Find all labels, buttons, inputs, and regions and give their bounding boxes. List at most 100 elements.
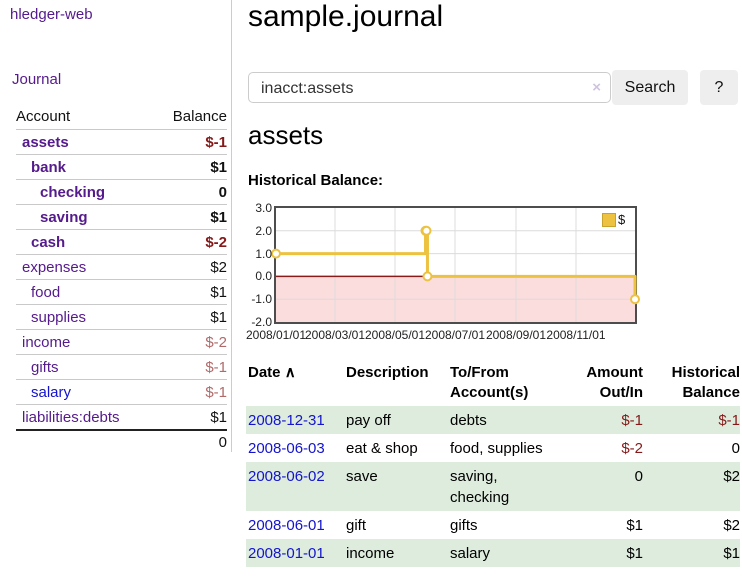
account-link[interactable]: liabilities:debts bbox=[22, 408, 120, 426]
account-row: supplies $1 bbox=[16, 304, 227, 329]
sidebar: hledger-web Journal Account Balance asse… bbox=[0, 0, 232, 452]
account-row: expenses $2 bbox=[16, 254, 227, 279]
cell-amount: 0 bbox=[634, 468, 643, 485]
account-balance: $-2 bbox=[205, 233, 227, 251]
cell-balance: $2 bbox=[723, 517, 740, 534]
account-row: checking 0 bbox=[16, 179, 227, 204]
cell-accounts: food, supplies bbox=[450, 440, 543, 457]
search-box: × bbox=[248, 72, 611, 103]
brand-link[interactable]: hledger-web bbox=[10, 6, 93, 23]
cell-accounts: saving, checking bbox=[450, 468, 510, 506]
register-row: 2008-12-31 pay off debts $-1 $-1 bbox=[246, 406, 740, 434]
account-row: assets $-1 bbox=[16, 129, 227, 154]
account-link[interactable]: expenses bbox=[22, 258, 87, 276]
account-link[interactable]: food bbox=[31, 283, 61, 301]
chart-plot-area bbox=[271, 206, 640, 324]
account-balance: $-2 bbox=[205, 333, 227, 351]
account-column-header: Account bbox=[16, 107, 71, 125]
historical-balance-chart: $ 3.0 2.0 1.0 0.0 -1.0 -2.0 2008/01/01 2008/03/… bbox=[246, 194, 742, 346]
account-row: liabilities:debts $1 bbox=[16, 404, 227, 429]
cell-date: 2008-06-03 bbox=[246, 434, 346, 462]
x-tick-label: 2008/09/01 bbox=[485, 328, 547, 342]
account-row: cash $-2 bbox=[16, 229, 227, 254]
header-description: Description bbox=[346, 364, 429, 381]
cell-description: pay off bbox=[346, 412, 391, 429]
nav-journal-link[interactable]: Journal bbox=[12, 71, 62, 88]
transaction-date-link[interactable]: 2008-06-01 bbox=[248, 517, 325, 534]
account-balance: 0 bbox=[218, 183, 227, 201]
transaction-date-link[interactable]: 2008-06-03 bbox=[248, 440, 325, 457]
account-row: saving $1 bbox=[16, 204, 227, 229]
account-balance: $1 bbox=[210, 208, 227, 226]
account-link[interactable]: salary bbox=[31, 383, 72, 401]
account-row: bank $1 bbox=[16, 154, 227, 179]
account-balance: $2 bbox=[210, 258, 227, 276]
y-tick-label: 1.0 bbox=[255, 246, 272, 261]
header-balance: Historical Balance bbox=[671, 364, 740, 401]
account-link[interactable]: assets bbox=[22, 133, 69, 151]
account-link[interactable]: saving bbox=[40, 208, 88, 226]
cell-description: income bbox=[346, 545, 395, 562]
help-button[interactable]: ? bbox=[700, 70, 738, 105]
x-tick-label: 2008/03/01 bbox=[304, 328, 366, 342]
account-balance: $-1 bbox=[205, 383, 227, 401]
transaction-date-link[interactable]: 2008-01-01 bbox=[248, 545, 325, 562]
register-row: 2008-06-01 gift gifts $1 $2 bbox=[246, 511, 740, 539]
account-row: income $-2 bbox=[16, 329, 227, 354]
register-row: 2008-06-02 save saving, checking 0 $2 bbox=[246, 462, 740, 511]
cell-date: 2008-06-02 bbox=[246, 462, 346, 511]
balance-column-header: Balance bbox=[172, 107, 227, 125]
account-heading: assets bbox=[248, 120, 324, 150]
search-button[interactable]: Search bbox=[612, 70, 688, 105]
x-tick-label: 2008/05/01 bbox=[364, 328, 426, 342]
y-tick-label: 0.0 bbox=[255, 269, 272, 284]
chart-title: Historical Balance: bbox=[248, 172, 384, 189]
cell-amount: $1 bbox=[626, 545, 643, 562]
register-header-row: Date ∧ Description To/From Account(s) Am… bbox=[246, 360, 740, 406]
cell-amount: $1 bbox=[626, 517, 643, 534]
account-link[interactable]: supplies bbox=[31, 308, 87, 326]
main-content: sample.journal × Search ? assets Histori… bbox=[246, 0, 742, 582]
page-title: sample.journal bbox=[248, 0, 444, 33]
search-input[interactable] bbox=[259, 74, 583, 103]
account-balance: $1 bbox=[210, 308, 227, 326]
cell-accounts: gifts bbox=[450, 517, 478, 534]
cell-balance: $-1 bbox=[718, 412, 740, 429]
header-date[interactable]: Date ∧ bbox=[248, 364, 296, 381]
account-row: salary $-1 bbox=[16, 379, 227, 404]
clear-search-icon[interactable]: × bbox=[592, 79, 601, 96]
account-row: gifts $-1 bbox=[16, 354, 227, 379]
register-table: Date ∧ Description To/From Account(s) Am… bbox=[246, 360, 740, 567]
cell-date: 2008-06-01 bbox=[246, 511, 346, 539]
account-link[interactable]: gifts bbox=[31, 358, 59, 376]
register-row: 2008-06-03 eat & shop food, supplies $-2 0 bbox=[246, 434, 740, 462]
account-balance: $-1 bbox=[205, 133, 227, 151]
sort-ascending-icon: ∧ bbox=[284, 364, 296, 381]
cell-amount: $-1 bbox=[621, 412, 643, 429]
account-row: food $1 bbox=[16, 279, 227, 304]
cell-accounts: salary bbox=[450, 545, 491, 562]
header-accounts: To/From Account(s) bbox=[450, 364, 529, 401]
account-tree: Account Balance assets $-1 bank $1 checking 0… bbox=[16, 103, 227, 453]
account-link[interactable]: checking bbox=[40, 183, 106, 201]
cell-balance: 0 bbox=[731, 440, 740, 457]
cell-description: save bbox=[346, 468, 378, 485]
chart-legend: $ bbox=[602, 212, 625, 227]
transaction-date-link[interactable]: 2008-12-31 bbox=[248, 412, 325, 429]
y-tick-label: -2.0 bbox=[251, 315, 272, 329]
account-link[interactable]: bank bbox=[31, 158, 67, 176]
cell-date: 2008-01-01 bbox=[246, 539, 346, 567]
cell-amount: $-2 bbox=[621, 440, 643, 457]
account-balance: $-1 bbox=[205, 358, 227, 376]
account-balance: $1 bbox=[210, 283, 227, 301]
account-link[interactable]: cash bbox=[31, 233, 66, 251]
x-tick-label: 2008/01/01 bbox=[245, 328, 307, 342]
chart-svg bbox=[271, 208, 640, 322]
total-balance: 0 bbox=[218, 433, 227, 451]
legend-swatch-icon bbox=[602, 212, 616, 227]
transaction-date-link[interactable]: 2008-06-02 bbox=[248, 468, 325, 485]
register-row: 2008-01-01 income salary $1 $1 bbox=[246, 539, 740, 567]
account-link[interactable]: income bbox=[22, 333, 71, 351]
cell-accounts: debts bbox=[450, 412, 487, 429]
search-form: × Search ? bbox=[248, 70, 742, 106]
